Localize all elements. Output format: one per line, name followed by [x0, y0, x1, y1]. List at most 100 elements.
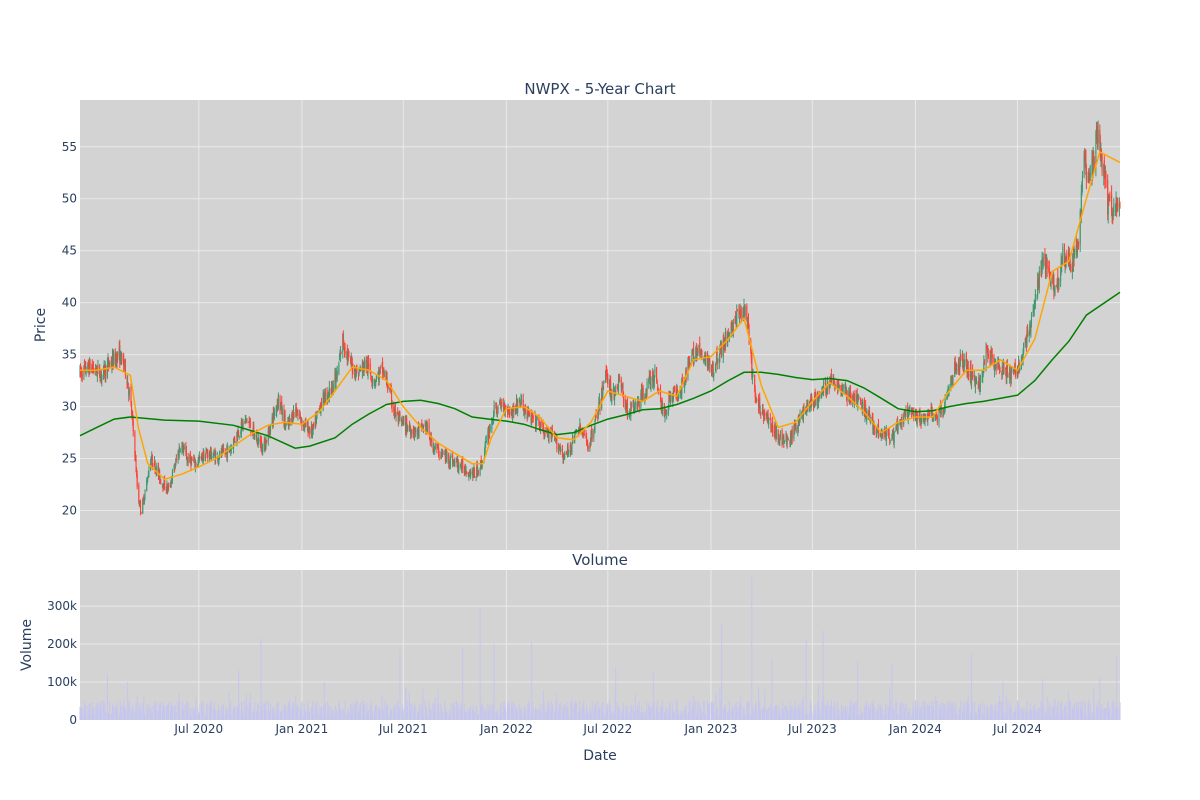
candle	[154, 459, 156, 475]
candle-body	[802, 408, 804, 420]
candlesticks	[79, 120, 1121, 516]
volume-bar	[178, 693, 180, 720]
candle-body	[264, 447, 267, 450]
volume-bar	[738, 702, 740, 720]
volume-bar	[350, 704, 352, 720]
volume-bar	[193, 706, 195, 720]
candle-body	[662, 408, 664, 412]
candle-body	[340, 351, 342, 353]
candle	[640, 383, 643, 395]
candle-body	[1069, 257, 1071, 263]
volume-bar	[491, 714, 493, 720]
candle	[562, 455, 564, 464]
candle-body	[758, 399, 760, 406]
candle-body	[405, 420, 407, 432]
candle-body	[1024, 338, 1026, 344]
candle	[122, 352, 124, 365]
candle	[1104, 166, 1106, 189]
volume-bar	[810, 700, 812, 720]
volume-bar	[805, 712, 807, 720]
volume-bar	[756, 713, 758, 720]
candle	[495, 402, 497, 414]
candle	[342, 332, 344, 359]
volume-bar	[602, 701, 604, 720]
candle-body	[350, 356, 352, 365]
candle-body	[609, 381, 611, 392]
volume-bar	[611, 712, 613, 720]
volume-bar	[479, 607, 481, 720]
volume-bar	[477, 714, 479, 720]
volume-bar	[307, 712, 309, 720]
candle	[115, 353, 117, 369]
volume-bar	[226, 713, 228, 720]
candle	[656, 366, 658, 384]
candle-body	[197, 459, 199, 465]
candle-body	[1092, 153, 1094, 176]
candle-body	[340, 349, 342, 356]
candle-body	[390, 388, 392, 391]
candle-body	[523, 410, 525, 412]
candle	[769, 413, 771, 421]
candle-body	[952, 377, 954, 384]
volume-bar	[461, 703, 463, 720]
volume-bar	[802, 711, 804, 720]
candle-body	[1100, 153, 1102, 162]
candle-body	[981, 376, 983, 378]
candle-body	[1044, 254, 1046, 258]
candle	[346, 344, 348, 367]
candle	[244, 420, 246, 424]
volume-bar	[291, 709, 293, 720]
candle-body	[805, 410, 807, 414]
candle-body	[539, 427, 541, 429]
candle-body	[1101, 154, 1103, 172]
volume-bar	[159, 705, 161, 720]
candle-body	[1088, 180, 1090, 183]
candle-body	[1041, 270, 1043, 277]
volume-bar	[454, 706, 456, 720]
volume-bar	[747, 714, 749, 720]
candle	[355, 368, 357, 382]
volume-bar	[503, 700, 505, 720]
price-tick-label: 35	[62, 348, 77, 362]
volume-bar	[476, 715, 478, 720]
candle	[248, 421, 250, 423]
volume-bar	[359, 706, 361, 720]
volume-bar	[582, 706, 584, 720]
volume-bar	[766, 710, 768, 720]
candle	[385, 371, 388, 386]
candle-body	[1057, 276, 1059, 286]
candle	[872, 423, 874, 435]
volume-bar	[85, 714, 87, 720]
candle-body	[547, 434, 549, 437]
volume-bar	[197, 714, 199, 720]
candle	[563, 454, 565, 459]
volume-bar	[269, 710, 271, 720]
candle	[496, 413, 499, 418]
volume-bar	[242, 714, 243, 720]
volume-bar	[132, 708, 134, 720]
candle	[888, 427, 890, 439]
volume-bar	[328, 705, 330, 720]
candle-body	[1074, 257, 1076, 259]
candle-body	[872, 418, 874, 431]
volume-bar	[487, 713, 489, 720]
volume-bar	[433, 702, 435, 720]
candle-body	[606, 371, 608, 376]
candle	[277, 398, 279, 412]
candle-body	[105, 365, 107, 377]
candle-body	[195, 464, 197, 466]
candle	[691, 348, 694, 356]
candle-body	[495, 403, 497, 405]
candle-body	[456, 459, 458, 461]
candle-body	[854, 395, 856, 402]
candle-body	[708, 358, 710, 367]
volume-bar	[614, 690, 616, 720]
candle	[414, 426, 416, 432]
candle	[480, 460, 482, 470]
volume-bar	[743, 707, 745, 720]
candle	[913, 407, 915, 422]
candle-body	[712, 361, 714, 369]
candle-body	[271, 416, 273, 425]
candle-body	[876, 431, 878, 434]
candle	[755, 392, 757, 403]
